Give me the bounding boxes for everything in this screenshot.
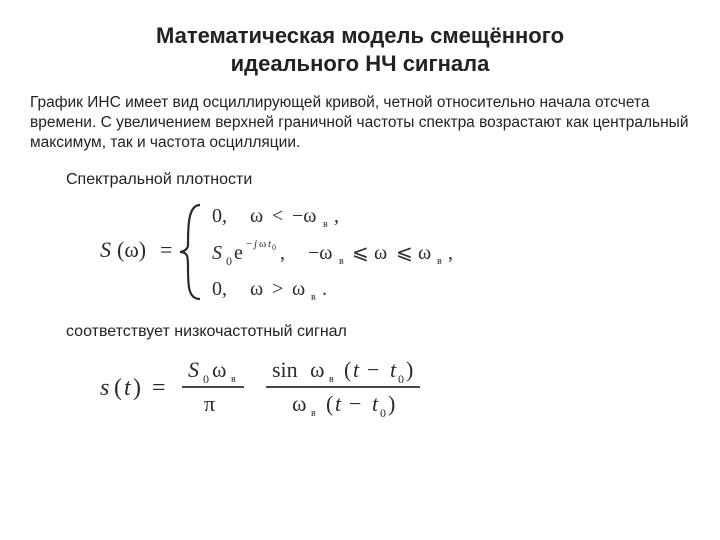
intro-paragraph: График ИНС имеет вид осциллирующей криво… [30,93,690,153]
svg-text:ω: ω [250,205,263,227]
svg-text:−ω: −ω [308,242,332,264]
svg-text:ω: ω [250,278,263,300]
svg-text:S: S [188,357,199,382]
svg-text:π: π [204,391,215,416]
svg-text:ω: ω [374,242,387,264]
svg-text:t: t [372,391,379,416]
svg-text:0,: 0, [212,278,227,300]
svg-text:−: − [349,391,361,416]
svg-text:ω: ω [212,357,226,382]
svg-text:в: в [231,374,236,385]
svg-text:−: − [246,238,252,250]
svg-text:ω: ω [418,242,431,264]
slide-title-line2: идеального НЧ сигнала [231,51,490,76]
signal-label: соответствует низкочастотный сигнал [66,323,690,341]
svg-text:в: в [311,408,316,419]
svg-text:,: , [334,205,339,227]
svg-text:0: 0 [398,372,404,386]
svg-text:−ω: −ω [292,205,316,227]
svg-text:t: t [390,357,397,382]
svg-text:S: S [100,237,111,262]
svg-text:0: 0 [380,406,386,420]
svg-text:j: j [252,238,257,250]
svg-text:<: < [272,205,283,227]
svg-text:ω: ω [310,357,324,382]
svg-text:−: − [367,357,379,382]
svg-text:0: 0 [203,372,209,386]
svg-text:⩽: ⩽ [396,242,413,264]
svg-text:⩽: ⩽ [352,242,369,264]
svg-text:,: , [448,242,453,264]
formula-signal: s ( t ) = S 0 ω в π sin ω в ( t − t 0 ) … [100,349,690,429]
svg-text:=: = [152,375,166,401]
formula-spectral-density: S (ω) = 0, ω < −ω в , S 0 e − j ω t 0 , … [100,197,690,307]
slide: Математическая модель смещённого идеальн… [0,0,720,540]
svg-text:): ) [133,375,141,401]
svg-text:в: в [311,292,316,303]
svg-text:0: 0 [272,243,276,252]
svg-text:в: в [323,219,328,230]
slide-title-line1: Математическая модель смещённого [156,23,564,48]
svg-text:>: > [272,278,283,300]
svg-text:в: в [329,374,334,385]
svg-text:в: в [437,256,442,267]
svg-text:t: t [124,375,132,401]
svg-text:sin: sin [272,357,298,382]
svg-text:0,: 0, [212,205,227,227]
svg-text:0: 0 [226,254,232,268]
svg-text:t: t [353,357,360,382]
svg-text:(ω): (ω) [117,237,146,262]
svg-text:(: ( [344,357,351,382]
svg-text:,: , [280,242,285,264]
spectrum-label: Спектральной плотности [66,171,690,189]
svg-text:.: . [322,278,327,300]
svg-text:S: S [212,242,222,264]
svg-text:в: в [339,256,344,267]
slide-title: Математическая модель смещённого идеальн… [80,22,640,77]
svg-text:s: s [100,375,109,401]
svg-text:ω: ω [292,391,306,416]
svg-text:): ) [388,391,395,416]
svg-text:t: t [335,391,342,416]
svg-text:(: ( [114,375,122,401]
svg-text:ω: ω [259,238,266,250]
svg-text:ω: ω [292,278,305,300]
svg-text:=: = [160,237,172,262]
svg-text:(: ( [326,391,333,416]
svg-text:e: e [234,242,243,264]
svg-text:): ) [406,357,413,382]
